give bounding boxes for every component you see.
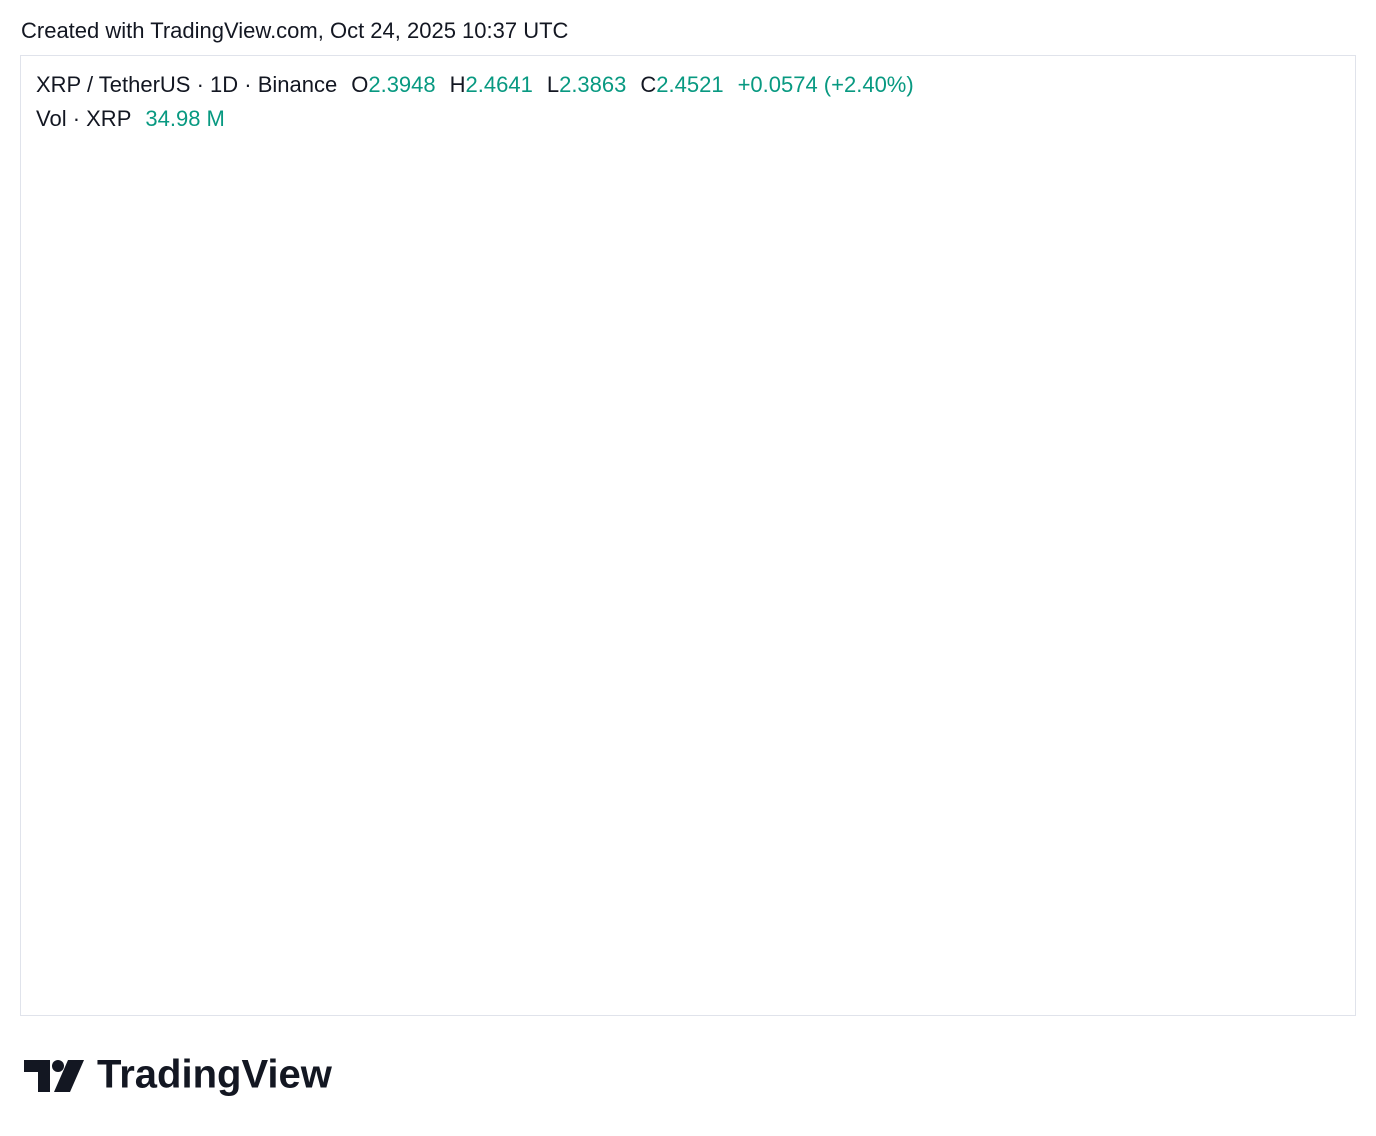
ohlc-letter: L: [546, 72, 560, 97]
logo-icon: [24, 1060, 84, 1092]
change-label: +0.0574 (+2.40%): [737, 72, 914, 97]
ohlc-letter: C: [640, 72, 657, 97]
ohlc-value: 2.4641: [465, 72, 533, 97]
ohlc-value: 2.3948: [368, 72, 436, 97]
volume-value: 34.98 M: [145, 106, 225, 131]
ohlc-item: O2.3948: [351, 72, 435, 98]
ohlc-item: C2.4521: [640, 72, 723, 98]
ohlc-item: L2.3863: [547, 72, 627, 98]
ohlc-value: 2.4521: [656, 72, 724, 97]
ohlc-value: 2.3863: [559, 72, 627, 97]
ohlc-item: H2.4641: [450, 72, 533, 98]
volume-legend: Vol · XRP 34.98 M: [36, 106, 225, 132]
chart-frame: [20, 55, 1356, 1016]
ohlc-letter: O: [351, 72, 369, 97]
logo-text: TradingView: [97, 1053, 333, 1097]
symbol-title: XRP / TetherUS · 1D · Binance: [36, 72, 338, 97]
ohlc-letter: H: [449, 72, 466, 97]
created-note: Created with TradingView.com, Oct 24, 20…: [21, 18, 569, 43]
price-legend: XRP / TetherUS · 1D · Binance O2.3948 H2.4…: [36, 72, 914, 98]
volume-name: Vol · XRP: [36, 106, 132, 131]
